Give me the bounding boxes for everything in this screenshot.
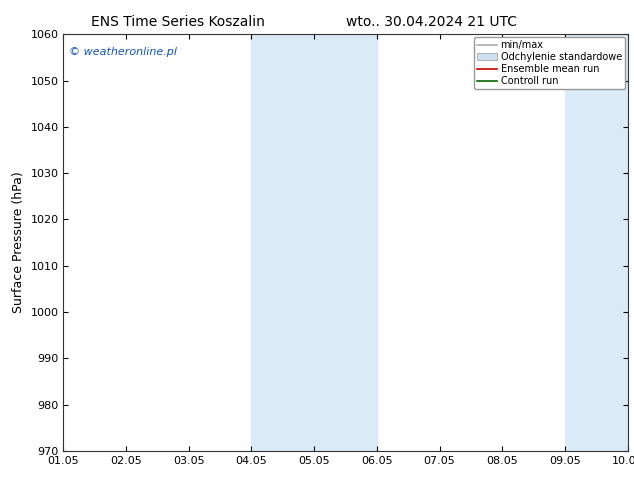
Text: © weatheronline.pl: © weatheronline.pl [69,47,177,57]
Y-axis label: Surface Pressure (hPa): Surface Pressure (hPa) [12,172,25,314]
Bar [565,34,628,451]
Bar [252,34,314,451]
Legend: min/max, Odchylenie standardowe, Ensemble mean run, Controll run: min/max, Odchylenie standardowe, Ensembl… [474,37,624,89]
Bar [314,34,377,451]
Text: wto.. 30.04.2024 21 UTC: wto.. 30.04.2024 21 UTC [346,15,517,29]
Text: ENS Time Series Koszalin: ENS Time Series Koszalin [91,15,264,29]
